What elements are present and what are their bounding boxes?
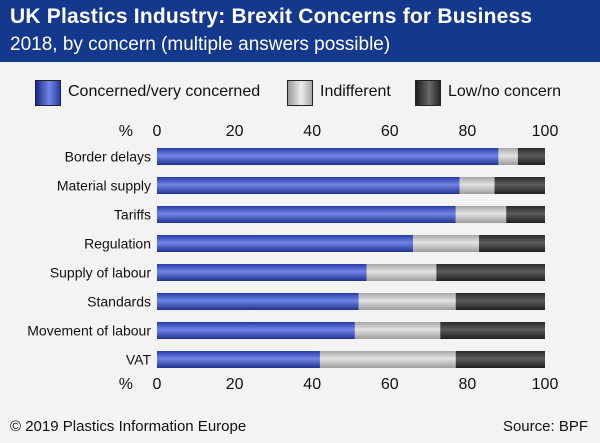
category-label-5: Standards	[87, 294, 151, 310]
bar-segment-concerned-1	[157, 177, 460, 194]
bar-segment-low-4	[436, 264, 545, 281]
x-tick-label-bottom-100: 100	[532, 376, 559, 393]
category-label-4: Supply of labour	[50, 265, 152, 281]
category-label-7: VAT	[126, 352, 152, 368]
x-tick-label-top-100: 100	[532, 123, 559, 140]
x-tick-label-bottom-20: 20	[226, 376, 244, 393]
source-note: Source: BPF	[502, 418, 588, 435]
x-axis-unit-label-top: %	[119, 123, 133, 140]
legend: Concerned/very concerned Indifferent Low…	[0, 78, 600, 108]
bar-segment-concerned-3	[157, 235, 414, 252]
bar-segment-low-6	[440, 322, 545, 339]
plot-area: %% 0 0 20 20 40 40 60 60 80 80 100 100 Border delays M…	[27, 123, 558, 393]
x-tick-label-bottom-80: 80	[459, 376, 477, 393]
legend-swatch-indifferent	[287, 80, 313, 106]
chart-subtitle: 2018, by concern (multiple answers possi…	[10, 34, 391, 55]
chart-title: UK Plastics Industry: Brexit Concerns fo…	[10, 5, 533, 28]
legend-swatch-concerned	[35, 80, 61, 106]
category-label-3: Regulation	[84, 236, 151, 252]
bar-segment-low-5	[455, 293, 545, 310]
category-label-6: Movement of labour	[27, 323, 151, 339]
bar-segment-concerned-0	[157, 148, 499, 165]
bar-segment-low-1	[494, 177, 545, 194]
bar-segment-concerned-4	[157, 264, 367, 281]
category-label-2: Tariffs	[114, 207, 151, 223]
legend-swatch-low	[415, 80, 441, 106]
bar-segment-concerned-6	[157, 322, 355, 339]
bar-segment-indifferent-1	[459, 177, 495, 194]
bar-segment-indifferent-6	[354, 322, 441, 339]
bar-segment-indifferent-2	[455, 206, 507, 223]
chart-header: UK Plastics Industry: Brexit Concerns fo…	[0, 0, 600, 62]
category-label-0: Border delays	[65, 149, 151, 165]
bar-segment-indifferent-4	[366, 264, 437, 281]
x-axis-unit-label-bottom: %	[119, 376, 133, 393]
category-label-1: Material supply	[57, 178, 151, 194]
legend-label-indifferent: Indifferent	[320, 83, 391, 100]
x-tick-label-top-60: 60	[381, 123, 399, 140]
x-tick-label-bottom-40: 40	[303, 376, 321, 393]
x-tick-label-top-40: 40	[303, 123, 321, 140]
bar-segment-indifferent-0	[498, 148, 518, 165]
bar-segment-low-2	[506, 206, 545, 223]
x-tick-label-top-80: 80	[459, 123, 477, 140]
bar-segment-indifferent-7	[319, 351, 456, 368]
bar-segment-low-7	[455, 351, 545, 368]
x-tick-label-bottom-0: 0	[153, 376, 162, 393]
bar-segment-concerned-5	[157, 293, 359, 310]
bar-segment-low-3	[479, 235, 545, 252]
bar-segment-indifferent-3	[413, 235, 480, 252]
legend-label-low: Low/no concern	[448, 83, 561, 100]
x-tick-label-top-0: 0	[153, 123, 162, 140]
x-tick-label-top-20: 20	[226, 123, 244, 140]
bar-segment-concerned-7	[157, 351, 320, 368]
bar-segment-concerned-2	[157, 206, 456, 223]
legend-label-concerned: Concerned/very concerned	[68, 83, 261, 100]
bar-segment-low-0	[517, 148, 545, 165]
bar-segment-indifferent-5	[358, 293, 456, 310]
x-tick-label-bottom-60: 60	[381, 376, 399, 393]
copyright-note: © 2019 Plastics Information Europe	[10, 418, 247, 435]
